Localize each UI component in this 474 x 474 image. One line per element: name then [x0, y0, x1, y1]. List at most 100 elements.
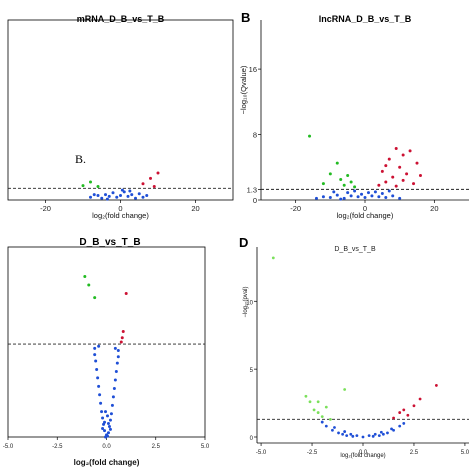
data-point	[434, 384, 438, 387]
data-point	[101, 416, 105, 420]
data-point	[104, 410, 108, 414]
data-point	[342, 183, 346, 187]
y-tick-label: 0	[253, 196, 257, 205]
data-point	[328, 417, 332, 421]
data-point	[105, 197, 109, 201]
data-point	[343, 388, 347, 391]
data-point	[87, 283, 91, 287]
chart-d: D_B_vs_T_B D -5.0 -2.5 0.0 2.5 5.0 0 5 10 log₂(fol…	[239, 235, 470, 459]
data-point	[377, 434, 381, 438]
data-point	[149, 176, 152, 180]
data-point	[99, 401, 103, 405]
data-point	[331, 428, 334, 432]
data-point	[380, 191, 384, 195]
data-point	[328, 172, 332, 176]
x-tick-label: 0.0	[102, 444, 111, 450]
data-point	[412, 182, 416, 186]
chart-title: lncRNA_D_B_vs_T_B	[319, 14, 412, 24]
x-tick-label: -2.5	[52, 444, 63, 450]
data-point	[351, 434, 355, 438]
y-tick-label: 8	[253, 131, 257, 140]
data-point	[333, 426, 336, 429]
data-point	[83, 275, 87, 279]
data-point	[401, 178, 405, 182]
data-point	[97, 384, 101, 388]
chart-b: lncRNA_D_B_vs_T_B B -20 0 20 0 1.3 8 16 log₂(fold…	[239, 10, 469, 220]
data-point	[141, 195, 145, 199]
data-point	[335, 161, 339, 165]
data-point	[308, 134, 312, 138]
data-point	[366, 191, 370, 195]
data-point	[377, 183, 381, 187]
data-point	[116, 355, 120, 359]
data-point	[128, 189, 132, 193]
data-point	[355, 434, 359, 438]
data-point	[363, 196, 367, 200]
data-point	[100, 196, 104, 200]
data-point	[360, 192, 364, 196]
panel-b: lncRNA_D_B_vs_T_B B -20 0 20 0 1.3 8 16 log₂(fold…	[237, 0, 474, 237]
data-point	[337, 431, 340, 435]
x-tick-label: -20	[40, 204, 51, 213]
data-point	[356, 195, 360, 199]
data-point	[418, 397, 422, 401]
data-point	[398, 411, 402, 414]
data-point	[353, 185, 357, 189]
y-tick-label: 5	[250, 368, 254, 374]
x-axis-label: log₂(fold change)	[337, 211, 394, 220]
y-tick-label: 1.3	[247, 185, 257, 194]
data-point	[103, 420, 107, 424]
data-point	[115, 361, 119, 365]
data-point	[108, 427, 112, 431]
data-point	[109, 412, 113, 416]
data-point	[415, 161, 419, 165]
data-point	[94, 359, 98, 363]
panel-letter: D	[239, 235, 248, 250]
data-point	[304, 394, 308, 398]
data-point	[271, 256, 275, 260]
data-point	[111, 395, 115, 399]
x-tick-label: 0	[363, 204, 367, 213]
data-point	[361, 435, 365, 439]
data-point	[103, 429, 107, 433]
x-tick-label: 5.0	[201, 444, 210, 450]
data-point	[93, 346, 97, 350]
x-axis-label: log₂(fold change)	[74, 458, 140, 467]
data-point	[412, 404, 416, 408]
x-tick-label: 0.0	[359, 450, 368, 456]
data-point	[349, 194, 353, 198]
plot-frame	[7, 246, 206, 438]
x-tick-label: -5.0	[3, 444, 14, 450]
data-point	[114, 370, 118, 374]
x-axis-label: log₂(fold change)	[92, 211, 149, 220]
x-tick-label: -2.5	[307, 450, 318, 456]
data-point	[96, 194, 100, 197]
data-point	[81, 184, 85, 188]
data-point	[95, 367, 99, 371]
data-point	[116, 348, 120, 352]
data-point	[89, 195, 92, 199]
data-point	[401, 153, 405, 157]
data-point	[391, 175, 395, 179]
x-tick-label: -5.0	[256, 450, 267, 456]
data-point	[112, 386, 116, 390]
data-point	[93, 296, 97, 300]
data-point	[113, 378, 117, 382]
data-point	[96, 376, 100, 380]
data-point	[384, 180, 388, 184]
chart-a: mRNA_D_B_vs_T_B -20 0 20 log₂(fold change) B.	[7, 14, 234, 220]
data-point	[371, 434, 375, 438]
y-tick-label: 16	[249, 65, 257, 74]
data-point	[392, 428, 395, 432]
panel-letter: B	[241, 10, 250, 25]
data-point	[339, 197, 343, 201]
data-point	[370, 194, 374, 198]
data-point	[335, 193, 339, 197]
data-point	[394, 146, 398, 150]
data-point	[308, 400, 312, 404]
x-tick-label: 0	[118, 204, 122, 213]
data-point	[349, 432, 353, 436]
data-point	[342, 196, 346, 200]
x-tick-label: 2.5	[152, 444, 161, 450]
data-point	[98, 393, 102, 397]
